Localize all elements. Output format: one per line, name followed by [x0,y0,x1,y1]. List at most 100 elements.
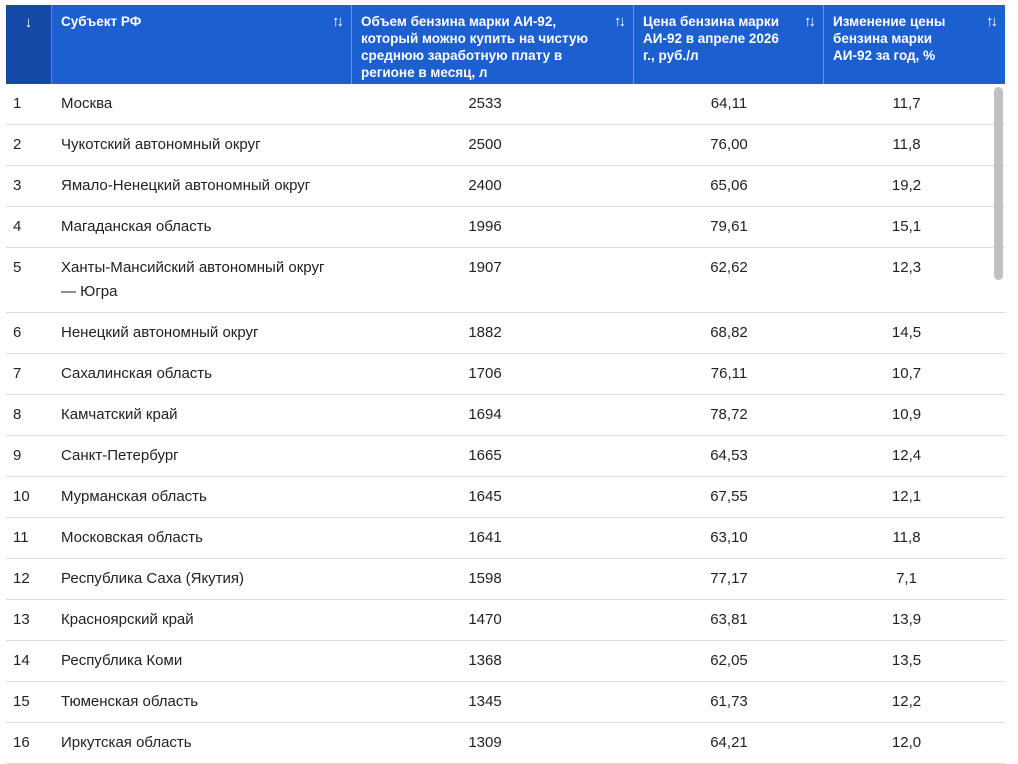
volume-cell: 1645 [468,488,502,505]
region-cell: Иркутская область [61,734,192,751]
column-header-subject-label: Субъект РФ [61,14,142,29]
column-header-subject[interactable]: Субъект РФ ↑↓ [52,5,352,84]
change-cell: 14,5 [891,324,922,341]
table-row: 10 Мурманская область 1645 67,55 12,1 [6,477,1005,518]
price-cell: 78,72 [710,406,748,423]
region-cell: Сахалинская область [61,365,212,382]
region-cell: Камчатский край [61,406,178,423]
rank-cell: 1 [13,95,22,112]
change-cell: 12,3 [891,259,922,276]
column-header-price[interactable]: Цена бензина марки АИ-92 в апреле 2026 г… [634,5,824,84]
region-cell: Чукотский автономный округ [61,136,261,153]
change-cell: 11,8 [892,136,921,153]
change-cell: 13,9 [891,611,922,628]
change-cell: 13,5 [891,652,922,669]
price-cell: 79,61 [710,218,748,235]
rank-cell: 5 [13,259,22,276]
change-cell: 11,7 [892,95,921,112]
volume-cell: 1694 [468,406,502,423]
rank-cell: 6 [13,324,22,341]
table-row: 16 Иркутская область 1309 64,21 12,0 [6,723,1005,764]
column-header-volume[interactable]: Объем бензина марки АИ-92, который можно… [352,5,634,84]
rank-cell: 16 [13,734,30,751]
table-row: 12 Республика Саха (Якутия) 1598 77,17 7,1 [6,559,1005,600]
table-row: 4 Магаданская область 1996 79,61 15,1 [6,207,1005,248]
change-cell: 12,0 [891,734,922,751]
region-cell: Мурманская область [61,488,207,505]
table-row: 8 Камчатский край 1694 78,72 10,9 [6,395,1005,436]
table-row: 5 Ханты-Мансийский автономный округ — Югр… [6,248,1005,313]
scrollbar-thumb[interactable] [994,87,1003,280]
column-header-change[interactable]: Изменение цены бензина марки АИ-92 за го… [824,5,1005,84]
volume-cell: 1641 [468,529,502,546]
rank-cell: 13 [13,611,30,628]
volume-cell: 2400 [468,177,502,194]
price-cell: 61,73 [710,693,748,710]
table-row: 14 Республика Коми 1368 62,05 13,5 [6,641,1005,682]
table-row: 15 Тюменская область 1345 61,73 12,2 [6,682,1005,723]
region-cell: Республика Саха (Якутия) [61,570,245,587]
sort-icon[interactable]: ↑↓ [986,13,998,30]
table-row: 7 Сахалинская область 1706 76,11 10,7 [6,354,1005,395]
region-cell: Ханты-Мансийский автономный округ — Югра [61,259,325,300]
volume-cell: 2500 [468,136,502,153]
table-row: 1 Москва 2533 64,11 11,7 [6,84,1005,125]
rank-cell: 10 [13,488,30,505]
volume-cell: 1598 [468,570,502,587]
region-cell: Тюменская область [61,693,199,710]
change-cell: 10,7 [891,365,922,382]
volume-cell: 1309 [468,734,502,751]
table-row: 3 Ямало-Ненецкий автономный округ 2400 65,0… [6,166,1005,207]
price-cell: 62,62 [710,259,748,276]
rank-cell: 14 [13,652,30,669]
column-header-volume-label: Объем бензина марки АИ-92, который можно… [361,14,589,80]
price-cell: 63,81 [710,611,748,628]
region-cell: Санкт-Петербург [61,447,179,464]
volume-cell: 2533 [468,95,502,112]
region-cell: Ненецкий автономный округ [61,324,259,341]
price-cell: 62,05 [710,652,748,669]
rank-cell: 15 [13,693,30,710]
region-cell: Красноярский край [61,611,194,628]
price-cell: 64,53 [710,447,748,464]
sort-icon[interactable]: ↑↓ [614,13,626,30]
rank-cell: 3 [13,177,22,194]
price-cell: 64,11 [710,95,748,112]
rank-cell: 9 [13,447,22,464]
table-row: 2 Чукотский автономный округ 2500 76,00 11,8 [6,125,1005,166]
rank-cell: 12 [13,570,30,587]
rank-cell: 8 [13,406,22,423]
volume-cell: 1470 [468,611,502,628]
change-cell: 7,1 [896,570,917,587]
volume-cell: 1996 [468,218,502,235]
table-row: 6 Ненецкий автономный округ 1882 68,82 14,5 [6,313,1005,354]
table-body: 1 Москва 2533 64,11 11,7 2 Чукотский автономны… [6,84,1005,764]
rank-cell: 7 [13,365,22,382]
volume-cell: 1882 [468,324,502,341]
data-table: ↓ Субъект РФ ↑↓ Объем бензина марки АИ-9… [6,5,1005,764]
volume-cell: 1345 [468,693,502,710]
price-cell: 63,10 [710,529,748,546]
rank-cell: 2 [13,136,22,153]
volume-cell: 1368 [468,652,502,669]
region-cell: Ямало-Ненецкий автономный округ [61,177,311,194]
change-cell: 10,9 [891,406,922,423]
region-cell: Республика Коми [61,652,183,669]
price-cell: 68,82 [710,324,748,341]
column-header-change-label: Изменение цены бензина марки АИ-92 за го… [833,14,946,63]
change-cell: 15,1 [891,218,922,235]
region-cell: Москва [61,95,113,112]
price-cell: 77,17 [710,570,748,587]
change-cell: 11,8 [892,529,921,546]
scrollbar[interactable] [992,84,1005,764]
rank-cell: 4 [13,218,22,235]
arrow-down-icon: ↓ [24,14,33,31]
change-cell: 12,4 [891,447,922,464]
sort-icon[interactable]: ↑↓ [804,13,816,30]
volume-cell: 1706 [468,365,502,382]
change-cell: 12,2 [891,693,922,710]
rank-sort-button[interactable]: ↓ [6,5,52,84]
change-cell: 12,1 [891,488,922,505]
sort-icon[interactable]: ↑↓ [332,13,344,30]
change-cell: 19,2 [891,177,922,194]
